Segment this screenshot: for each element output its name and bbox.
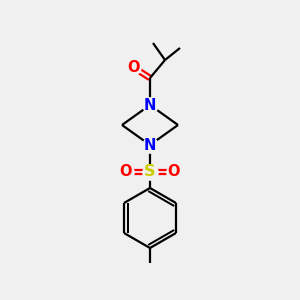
Text: S: S (144, 164, 156, 179)
Text: O: O (168, 164, 180, 179)
Text: N: N (144, 137, 156, 152)
Text: O: O (120, 164, 132, 179)
Text: N: N (144, 98, 156, 112)
Text: O: O (127, 59, 139, 74)
